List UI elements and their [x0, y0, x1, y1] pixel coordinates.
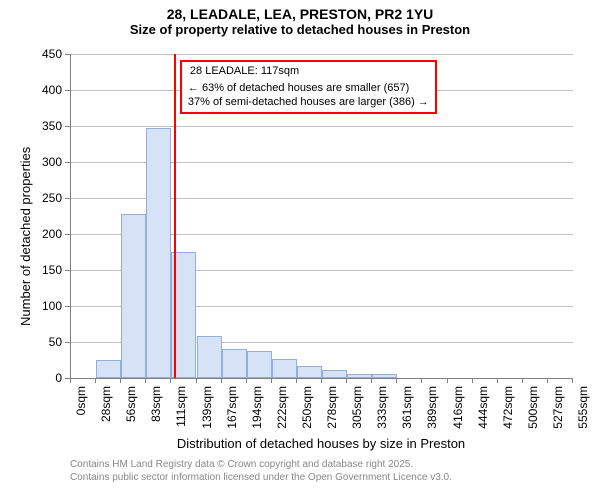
x-tick-mark — [145, 378, 146, 383]
x-tick-label: 250sqm — [300, 386, 314, 486]
annotation-heading: 28 LEADALE: 117sqm — [188, 65, 301, 79]
x-tick-label: 361sqm — [400, 386, 414, 486]
x-tick-mark — [421, 378, 422, 383]
gridline — [71, 126, 573, 127]
x-tick-mark — [497, 378, 498, 383]
x-tick-label: 472sqm — [501, 386, 515, 486]
x-tick-mark — [271, 378, 272, 383]
histogram-bar — [297, 366, 322, 378]
x-tick-label: 389sqm — [425, 386, 439, 486]
histogram-bar — [372, 374, 397, 378]
x-tick-mark — [221, 378, 222, 383]
x-tick-mark — [120, 378, 121, 383]
x-tick-mark — [346, 378, 347, 383]
annotation-line: 37% of semi-detached houses are larger (… — [188, 96, 429, 110]
y-tick-label: 150 — [0, 263, 62, 277]
x-tick-mark — [547, 378, 548, 383]
y-tick-mark — [65, 90, 70, 91]
histogram-bar — [121, 214, 146, 378]
y-tick-label: 0 — [0, 371, 62, 385]
x-tick-label: 333sqm — [375, 386, 389, 486]
x-tick-mark — [472, 378, 473, 383]
x-tick-label: 278sqm — [325, 386, 339, 486]
chart-container: 28, LEADALE, LEA, PRESTON, PR2 1YU Size … — [0, 0, 600, 500]
x-tick-label: 56sqm — [124, 386, 138, 486]
y-tick-mark — [65, 54, 70, 55]
x-tick-label: 28sqm — [99, 386, 113, 486]
x-tick-label: 527sqm — [551, 386, 565, 486]
y-tick-label: 400 — [0, 83, 62, 97]
y-tick-mark — [65, 234, 70, 235]
histogram-bar — [146, 128, 171, 378]
y-tick-label: 100 — [0, 299, 62, 313]
histogram-bar — [322, 370, 347, 378]
histogram-bar — [247, 351, 272, 378]
chart-subtitle: Size of property relative to detached ho… — [0, 22, 600, 41]
x-tick-label: 555sqm — [576, 386, 590, 486]
chart-title: 28, LEADALE, LEA, PRESTON, PR2 1YU — [0, 0, 600, 22]
x-tick-mark — [246, 378, 247, 383]
y-tick-label: 350 — [0, 119, 62, 133]
annotation-box: 28 LEADALE: 117sqm ← 63% of detached hous… — [180, 60, 437, 114]
x-tick-label: 222sqm — [275, 386, 289, 486]
x-tick-mark — [95, 378, 96, 383]
x-tick-label: 111sqm — [174, 386, 188, 486]
y-tick-mark — [65, 126, 70, 127]
y-tick-mark — [65, 270, 70, 271]
y-tick-label: 50 — [0, 335, 62, 349]
histogram-bar — [197, 336, 222, 378]
histogram-bar — [272, 359, 297, 378]
x-tick-mark — [70, 378, 71, 383]
x-axis-label: Distribution of detached houses by size … — [70, 436, 572, 451]
y-tick-label: 250 — [0, 191, 62, 205]
x-tick-mark — [170, 378, 171, 383]
histogram-bar — [347, 374, 372, 378]
y-tick-mark — [65, 198, 70, 199]
x-tick-mark — [447, 378, 448, 383]
x-tick-label: 194sqm — [250, 386, 264, 486]
x-tick-label: 0sqm — [74, 386, 88, 486]
x-tick-mark — [522, 378, 523, 383]
y-tick-label: 200 — [0, 227, 62, 241]
x-tick-label: 305sqm — [350, 386, 364, 486]
histogram-bar — [222, 349, 247, 378]
x-tick-mark — [321, 378, 322, 383]
y-tick-mark — [65, 306, 70, 307]
x-tick-mark — [396, 378, 397, 383]
x-tick-label: 416sqm — [451, 386, 465, 486]
x-tick-label: 444sqm — [476, 386, 490, 486]
y-tick-label: 300 — [0, 155, 62, 169]
x-tick-mark — [196, 378, 197, 383]
x-tick-label: 83sqm — [149, 386, 163, 486]
x-tick-mark — [572, 378, 573, 383]
marker-line — [174, 54, 176, 378]
x-tick-mark — [296, 378, 297, 383]
x-tick-label: 167sqm — [225, 386, 239, 486]
y-tick-mark — [65, 342, 70, 343]
plot-area: 28 LEADALE: 117sqm ← 63% of detached hous… — [70, 54, 573, 379]
gridline — [71, 54, 573, 55]
histogram-bar — [96, 360, 121, 378]
x-tick-label: 139sqm — [200, 386, 214, 486]
annotation-line: ← 63% of detached houses are smaller (65… — [188, 82, 429, 96]
x-tick-mark — [371, 378, 372, 383]
y-tick-label: 450 — [0, 47, 62, 61]
y-tick-mark — [65, 162, 70, 163]
x-tick-label: 500sqm — [526, 386, 540, 486]
